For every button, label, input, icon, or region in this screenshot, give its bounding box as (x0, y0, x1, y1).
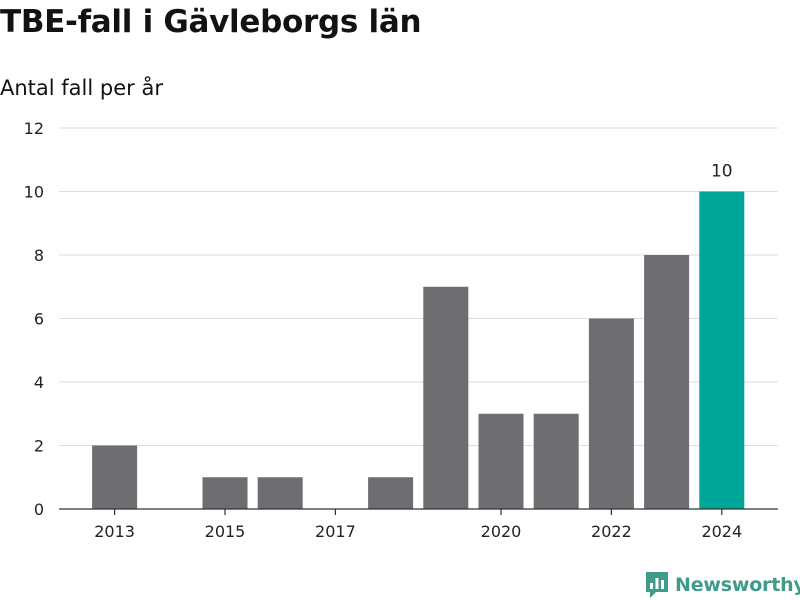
bar-2024 (699, 191, 745, 509)
bar-2018 (368, 477, 414, 509)
chart-title: TBE-fall i Gävleborgs län (0, 4, 422, 40)
bar-2023 (644, 255, 690, 509)
y-tick-label: 2 (34, 437, 44, 456)
y-tick-label: 6 (34, 310, 44, 329)
y-tick-label: 0 (34, 500, 44, 519)
x-tick-label: 2017 (315, 522, 356, 541)
y-tick-label: 10 (24, 183, 44, 202)
x-tick-label: 2013 (94, 522, 135, 541)
bar-2019 (423, 286, 469, 509)
y-tick-label: 8 (34, 246, 44, 265)
x-tick-label: 2022 (591, 522, 632, 541)
bar-2022 (588, 318, 634, 509)
bar-2016 (257, 477, 303, 509)
bar-2015 (202, 477, 248, 509)
newsworthy-logo: Newsworthy (644, 570, 800, 600)
y-tick-label: 4 (34, 373, 44, 392)
x-tick-label: 2015 (205, 522, 246, 541)
x-tick-label: 2024 (701, 522, 742, 541)
brand-name: Newsworthy (675, 574, 800, 596)
chart-subtitle: Antal fall per år (0, 76, 163, 100)
bar-2021 (533, 413, 579, 509)
y-tick-label: 12 (24, 119, 44, 138)
bar-2013 (92, 445, 138, 509)
x-tick-label: 2020 (481, 522, 522, 541)
newsworthy-icon (646, 572, 668, 598)
bar-2020 (478, 413, 524, 509)
data-label-2024: 10 (711, 162, 733, 182)
